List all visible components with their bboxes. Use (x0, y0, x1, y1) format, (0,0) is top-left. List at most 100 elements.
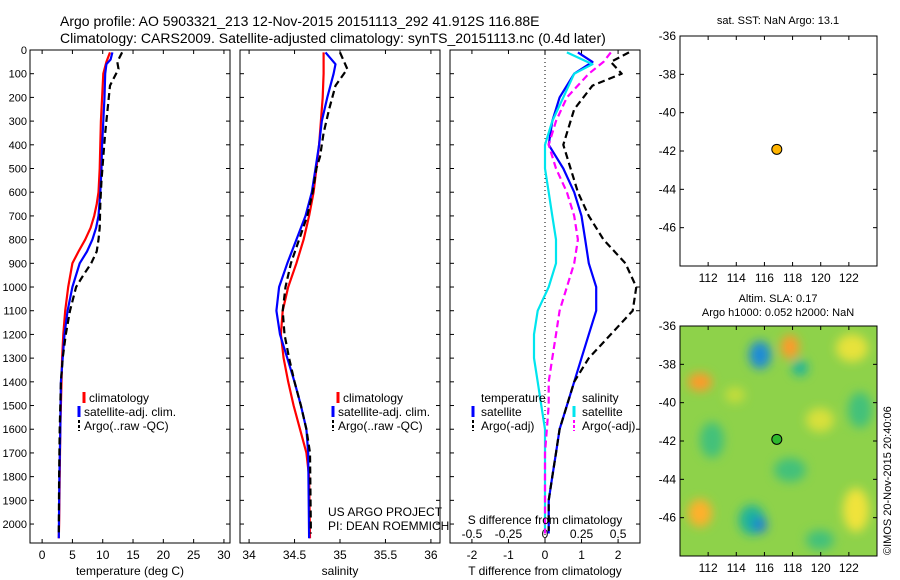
series-line-t-satellite (547, 51, 598, 534)
series-line-s-argo-adj- (543, 51, 612, 534)
legend-label-s-argo: Argo(-adj) (582, 419, 635, 433)
x-tick-label: 0 (542, 548, 549, 562)
temperature-panel-frame (29, 49, 231, 544)
series-line-satellite-adj-clim- (57, 52, 114, 539)
map-x-tick-label: 120 (811, 561, 831, 575)
depth-tick-label: 800 (9, 235, 27, 247)
series-line-t-argo-adj- (547, 51, 638, 532)
map-y-tick-label: -36 (659, 319, 677, 333)
legend-label-satellite: satellite-adj. clim. (84, 405, 176, 419)
x-tick-label: 10 (96, 548, 110, 562)
s-diff-tick-label: 0.25 (570, 527, 594, 541)
x-tick-label: 15 (126, 548, 140, 562)
x-tick-label: 20 (157, 548, 171, 562)
imos-stamp: ©IMOS 20-Nov-2015 20:40:06 (882, 406, 894, 555)
depth-tick-label: 0 (21, 45, 27, 57)
map-x-tick-label: 118 (783, 271, 802, 285)
depth-tick-label: 600 (9, 187, 27, 199)
map-y-tick-label: -44 (659, 182, 677, 196)
depth-tick-label: 1400 (3, 377, 27, 389)
depth-tick-label: 1000 (3, 282, 27, 294)
map-y-tick-label: -46 (659, 221, 677, 235)
x-tick-label: 25 (187, 548, 201, 562)
depth-tick-label: 1600 (3, 424, 27, 436)
temperature-axis-label: temperature (deg C) (76, 564, 184, 578)
profile-location-marker (771, 433, 783, 445)
depth-tick-label: 1100 (3, 306, 27, 318)
salinity-panel-frame (239, 49, 441, 544)
map-x-tick-label: 118 (783, 561, 802, 575)
depth-tick-label: 1200 (3, 329, 27, 341)
depth-tick-label: 500 (9, 164, 27, 176)
axes-layer: 0100200300400500600700800900100011001200… (3, 29, 877, 575)
project-credit: US ARGO PROJECT (328, 505, 443, 519)
map-x-tick-label: 114 (727, 561, 746, 575)
map-y-tick-label: -44 (659, 472, 677, 486)
profile-location-marker (771, 143, 783, 155)
depth-tick-label: 1700 (3, 448, 27, 460)
depth-tick-label: 2000 (3, 519, 27, 531)
series-line-s-satellite (532, 51, 594, 534)
map-y-tick-label: -38 (659, 357, 677, 371)
sla-map-title-line2: Argo h1000: 0.052 h2000: NaN (702, 307, 854, 319)
map-y-tick-label: -40 (659, 396, 677, 410)
t-difference-axis-label: T difference from climatology (468, 564, 622, 578)
depth-tick-label: 100 (9, 69, 27, 81)
x-tick-label: -1 (503, 548, 514, 562)
legend-label-satellite: satellite-adj. clim. (338, 405, 430, 419)
depth-tick-label: 1800 (3, 472, 27, 484)
lines-layer (57, 51, 783, 539)
figure-title-line1: Argo profile: AO 5903321_213 12-Nov-2015… (60, 13, 540, 29)
series-group (532, 51, 638, 534)
legend-title-salinity: salinity (582, 391, 619, 405)
series-line-satellite-adj-clim- (275, 51, 337, 539)
map-x-tick-label: 122 (839, 271, 859, 285)
x-tick-label: 2 (615, 548, 622, 562)
s-diff-tick-label: -0.5 (462, 527, 483, 541)
legend-label-t-argo: Argo(-adj) (481, 419, 534, 433)
series-line-argo-raw-qc- (281, 51, 349, 534)
legend-label-argo: Argo(..raw -QC) (338, 419, 423, 433)
figure-title-line2: Climatology: CARS2009. Satellite-adjuste… (60, 30, 606, 46)
legend-label-climatology: climatology (343, 391, 403, 405)
s-difference-axis-label: S difference from climatology (468, 513, 623, 527)
legend-label-s-satellite: satellite (582, 405, 623, 419)
legend-label-argo: Argo(..raw -QC) (84, 419, 169, 433)
depth-tick-label: 400 (9, 140, 27, 152)
series-group (57, 51, 124, 539)
x-tick-label: 0 (39, 548, 46, 562)
map-x-tick-label: 116 (755, 271, 774, 285)
difference-legend: temperature salinity satellite Argo(-adj… (468, 391, 636, 527)
depth-tick-label: 300 (9, 116, 27, 128)
map-y-tick-label: -42 (659, 144, 677, 158)
depth-tick-label: 1300 (3, 353, 27, 365)
map-y-tick-label: -46 (659, 511, 677, 525)
x-tick-label: 34 (242, 548, 256, 562)
map-x-tick-label: 114 (727, 271, 746, 285)
x-tick-label: 30 (217, 548, 231, 562)
sla-map-title-line1: Altim. SLA: 0.17 (739, 293, 818, 305)
x-tick-label: 35 (333, 548, 347, 562)
series-group (275, 51, 349, 539)
legend-title-temperature: temperature (481, 391, 546, 405)
depth-tick-label: 1500 (3, 401, 27, 413)
s-diff-tick-label: 0.5 (610, 527, 627, 541)
map-y-tick-label: -36 (659, 29, 677, 43)
s-diff-tick-label: -0.25 (495, 527, 523, 541)
depth-tick-label: 200 (9, 92, 27, 104)
map-x-tick-label: 122 (839, 561, 859, 575)
x-tick-label: 5 (69, 548, 76, 562)
map-x-tick-label: 116 (755, 561, 774, 575)
map-y-tick-label: -42 (659, 434, 677, 448)
x-tick-label: 1 (578, 548, 585, 562)
pi-credit: PI: DEAN ROEMMICH (328, 519, 449, 533)
x-tick-label: 36 (424, 548, 438, 562)
x-tick-label: 35.5 (374, 548, 398, 562)
depth-tick-label: 900 (9, 258, 27, 270)
map-x-tick-label: 112 (699, 271, 718, 285)
map-y-tick-label: -38 (659, 67, 677, 81)
map-x-tick-label: 112 (699, 561, 718, 575)
salinity-legend: climatology satellite-adj. clim. Argo(..… (328, 391, 449, 533)
x-tick-label: 34.5 (283, 548, 307, 562)
